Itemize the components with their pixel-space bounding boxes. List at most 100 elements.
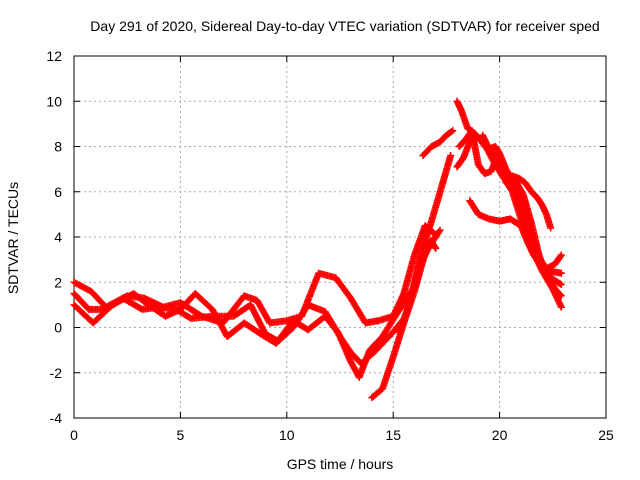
data-point [144,301,152,309]
data-point [502,179,510,187]
data-point [557,251,565,259]
data-point [240,319,248,327]
y-axis-label: SDTVAR / TECUs [5,181,21,295]
data-point [70,301,78,309]
data-point [462,136,470,144]
data-point [176,305,184,313]
series-track-6 [419,127,457,160]
data-point [557,292,565,300]
data-point [87,287,95,295]
data-point [453,97,461,105]
data-point [485,215,493,223]
data-point [70,278,78,286]
data-point [455,143,463,150]
data-point [162,312,170,320]
series-track-11 [502,172,555,232]
data-point [496,217,504,225]
data-point [436,138,444,146]
data-point [347,294,355,302]
series-track-3 [70,233,440,381]
data-point [253,296,261,304]
data-point [362,319,370,327]
data-point [283,317,291,325]
y-tick-label: -4 [50,410,63,426]
data-point [396,328,404,336]
data-point [379,385,387,393]
data-point [479,131,487,139]
x-tick-label: 15 [385,427,401,443]
data-point [502,165,510,173]
data-point [506,215,514,223]
data-point [389,328,397,336]
data-point [447,152,455,160]
data-point [372,346,380,354]
data-point [230,312,238,320]
data-point [257,330,265,338]
y-tick-label: 8 [54,139,62,155]
series-track-5 [396,152,455,336]
data-point [374,317,382,325]
data-point [449,127,457,135]
data-point [272,339,280,347]
data-point [389,353,397,361]
data-point [538,201,546,209]
data-point [400,290,408,298]
data-point [187,314,195,322]
data-point [138,305,146,313]
data-point [410,251,418,259]
data-point [432,244,440,252]
data-point [334,328,342,336]
y-tick-label: -2 [50,365,63,381]
data-point [491,143,499,150]
data-point [266,319,274,327]
data-point [459,154,467,162]
trace-marker [556,291,564,299]
data-point [191,290,199,298]
data-point [417,251,425,259]
data-point [223,333,231,341]
data-point [468,127,476,135]
data-point [130,290,138,298]
data-point [208,305,216,313]
y-tick-label: 6 [54,184,62,200]
axis-ticks: 0 5 10 15 20 25 -4 -2 0 2 4 6 8 10 12 [46,48,614,443]
data-point [551,285,559,293]
data-point [528,188,536,196]
data-point [551,260,559,268]
y-tick-label: 0 [54,320,62,336]
data-point [528,219,536,227]
data-point [315,269,323,277]
data-point [485,145,493,153]
data-point [474,161,482,169]
data-point [289,317,297,325]
data-point [481,170,489,178]
data-point [321,312,329,320]
data-point [438,181,446,189]
data-point [368,394,376,402]
data-point [523,226,531,234]
data-point [474,210,482,218]
data-point [464,124,472,132]
y-tick-label: 10 [46,93,62,109]
data-point [379,333,387,341]
x-tick-label: 5 [177,427,185,443]
data-point [557,281,565,289]
x-tick-label: 25 [598,427,614,443]
data-point [517,204,525,212]
data-point [396,305,404,313]
data-point [547,224,555,232]
data-points [70,97,565,402]
data-point [542,210,550,218]
data-point [508,176,516,184]
data-point [521,179,529,187]
x-tick-label: 0 [70,427,78,443]
x-tick-label: 20 [492,427,508,443]
y-tick-label: 2 [54,274,62,290]
data-point [436,226,444,234]
trace-marker [556,280,564,288]
trace-marker [431,243,439,251]
trace-marker [435,228,443,236]
data-point [304,301,312,309]
data-point [547,274,555,282]
